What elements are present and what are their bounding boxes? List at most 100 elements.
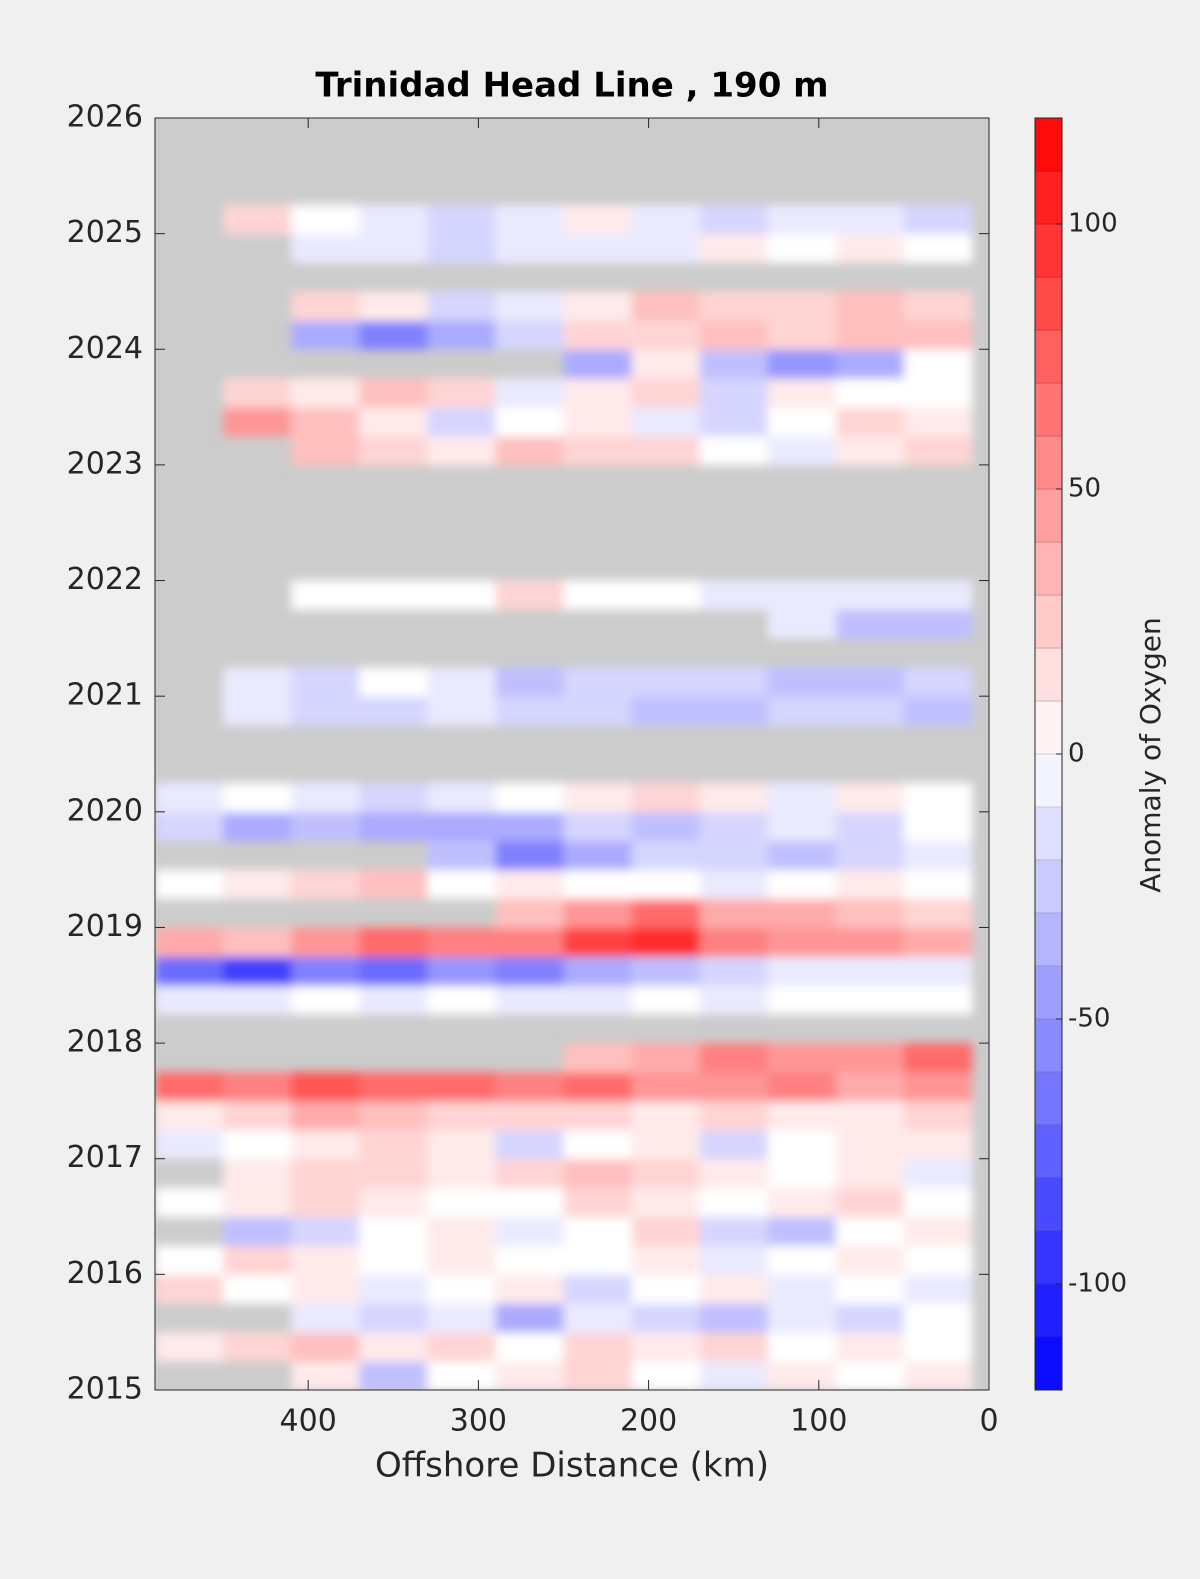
colorbar-band — [1035, 1072, 1062, 1126]
cell — [631, 1129, 701, 1160]
cell — [359, 696, 428, 726]
cell — [699, 1245, 769, 1275]
cell — [835, 233, 905, 264]
colorbar-band — [1035, 1178, 1062, 1232]
cell — [155, 1332, 224, 1362]
cell — [631, 349, 701, 379]
cell — [495, 233, 564, 264]
cell — [563, 233, 633, 264]
cell — [903, 1245, 973, 1275]
cell — [631, 1303, 701, 1333]
colorbar-band — [1035, 277, 1062, 331]
cell — [699, 1303, 769, 1333]
cell — [563, 869, 633, 900]
colorbar-band — [1035, 595, 1062, 649]
cell — [903, 1043, 973, 1073]
cell — [563, 1043, 633, 1073]
cell — [835, 1158, 905, 1189]
cell — [631, 869, 701, 900]
cell — [767, 320, 837, 350]
y-tick-label: 2016 — [67, 1256, 143, 1291]
cell — [767, 580, 837, 610]
cell — [155, 1129, 224, 1160]
cell — [155, 1072, 224, 1102]
cell — [699, 869, 769, 900]
cell — [427, 1216, 496, 1246]
cell — [427, 1332, 496, 1362]
cell — [631, 696, 701, 726]
cell — [767, 233, 837, 264]
colorbar-band — [1035, 754, 1062, 808]
cell — [359, 811, 428, 842]
cell — [495, 840, 564, 871]
cell — [223, 378, 292, 408]
cell — [223, 407, 292, 437]
cell — [903, 204, 973, 235]
cell — [223, 1245, 292, 1275]
cell — [291, 985, 360, 1015]
cell — [767, 667, 837, 697]
cell — [767, 349, 837, 379]
cell — [291, 1303, 360, 1333]
cell — [563, 1216, 633, 1246]
cell — [903, 1100, 973, 1131]
cell — [767, 1361, 837, 1390]
cell — [767, 811, 837, 842]
cell — [699, 811, 769, 842]
cell — [291, 407, 360, 437]
cell — [291, 378, 360, 408]
axes: 400 300 200 100 0 2015 2016 2017 2018 2019 2020 202… — [67, 100, 999, 1439]
cell — [563, 349, 633, 379]
cell — [767, 1303, 837, 1333]
cell — [359, 985, 428, 1015]
cell — [291, 956, 360, 986]
colorbar-label: Anomaly of Oxygen — [1134, 617, 1167, 893]
cell — [835, 1245, 905, 1275]
cell — [903, 1216, 973, 1246]
cell — [903, 580, 973, 610]
cell — [699, 1216, 769, 1246]
cell — [699, 320, 769, 350]
cell — [835, 1129, 905, 1160]
cell — [427, 436, 496, 466]
colorbar-band — [1035, 1125, 1062, 1179]
cell — [427, 204, 496, 235]
cell — [427, 782, 496, 813]
cell — [631, 1072, 701, 1102]
chart-title: Trinidad Head Line , 190 m — [315, 66, 828, 106]
cell — [699, 407, 769, 437]
colorbar-band — [1035, 436, 1062, 490]
colorbar-band — [1035, 542, 1062, 596]
cell — [223, 1158, 292, 1189]
cell — [359, 580, 428, 610]
cell — [223, 782, 292, 813]
cell — [427, 378, 496, 408]
cell — [835, 667, 905, 697]
y-tick-label: 2020 — [67, 793, 143, 828]
x-tick-label: 300 — [450, 1404, 507, 1439]
cell — [767, 436, 837, 466]
colorbar-band — [1035, 701, 1062, 755]
cell — [291, 233, 360, 264]
cell — [291, 1187, 360, 1218]
cell — [223, 1216, 292, 1246]
y-tick-label: 2017 — [67, 1140, 143, 1175]
cell — [631, 1361, 701, 1390]
cell — [903, 407, 973, 437]
cell — [359, 1245, 428, 1275]
y-tick-label: 2018 — [67, 1025, 143, 1060]
cell — [903, 233, 973, 264]
colorbar-band — [1035, 1337, 1062, 1391]
cell — [291, 782, 360, 813]
x-axis-label: Offshore Distance (km) — [375, 1446, 769, 1486]
cell — [835, 927, 905, 957]
cell — [291, 1072, 360, 1102]
cell — [563, 927, 633, 957]
cell — [563, 1361, 633, 1390]
cell — [427, 320, 496, 350]
cell — [427, 1072, 496, 1102]
cell — [699, 1332, 769, 1362]
cell — [495, 1072, 564, 1102]
cell — [359, 291, 428, 321]
x-tick-label: 0 — [979, 1404, 998, 1439]
